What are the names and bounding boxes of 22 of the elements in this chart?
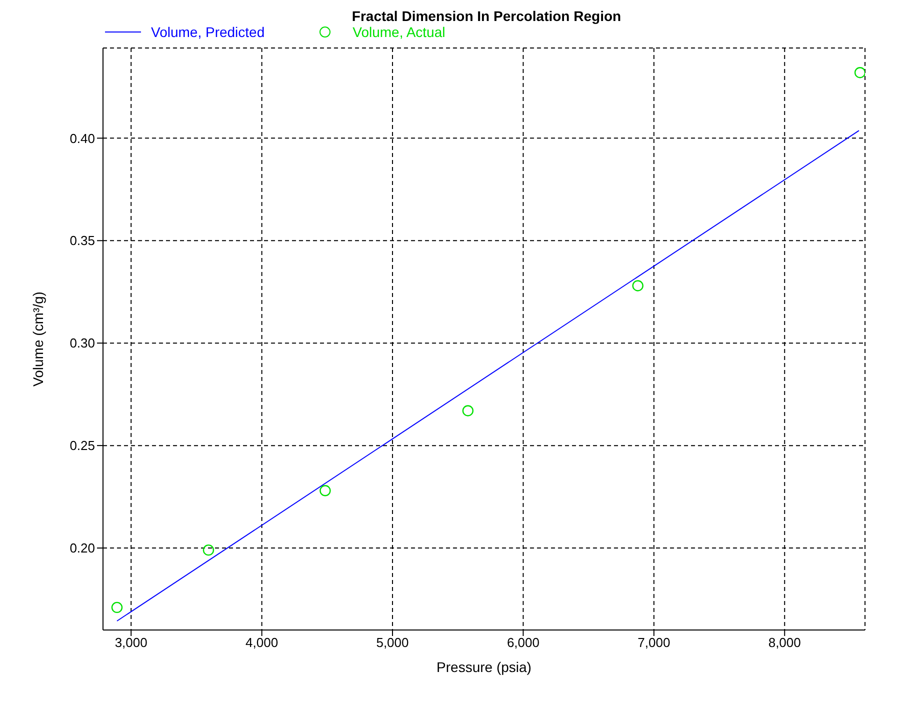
y-tick-label: 0.20	[70, 540, 95, 556]
x-tick-label: 8,000	[768, 635, 801, 650]
x-tick-label: 6,000	[506, 635, 540, 650]
x-tick-label: 3,000	[114, 635, 148, 650]
point	[632, 280, 644, 292]
y-tick-label: 0.40	[70, 130, 95, 146]
point	[462, 405, 474, 416]
legend-label: Volume, Actual	[352, 24, 446, 40]
point	[202, 544, 214, 556]
point	[111, 602, 123, 614]
y-axis-title: Volume (cm³/g)	[30, 292, 46, 386]
point	[854, 66, 865, 78]
legend-label: Volume, Predicted	[151, 24, 265, 40]
x-tick-label: 7,000	[638, 635, 670, 650]
x-tick-label: 5,000	[376, 635, 409, 650]
point	[320, 485, 331, 496]
y-tick-label: 0.35	[70, 233, 95, 248]
y-tick-label: 0.30	[70, 336, 95, 351]
chart-title: Fractal Dimension In Percolation Region	[350, 8, 622, 24]
x-axis-title: Pressure (psia)	[436, 659, 532, 675]
x-tick-label: 4,000	[246, 635, 278, 650]
y-tick-label: 0.25	[70, 438, 95, 454]
